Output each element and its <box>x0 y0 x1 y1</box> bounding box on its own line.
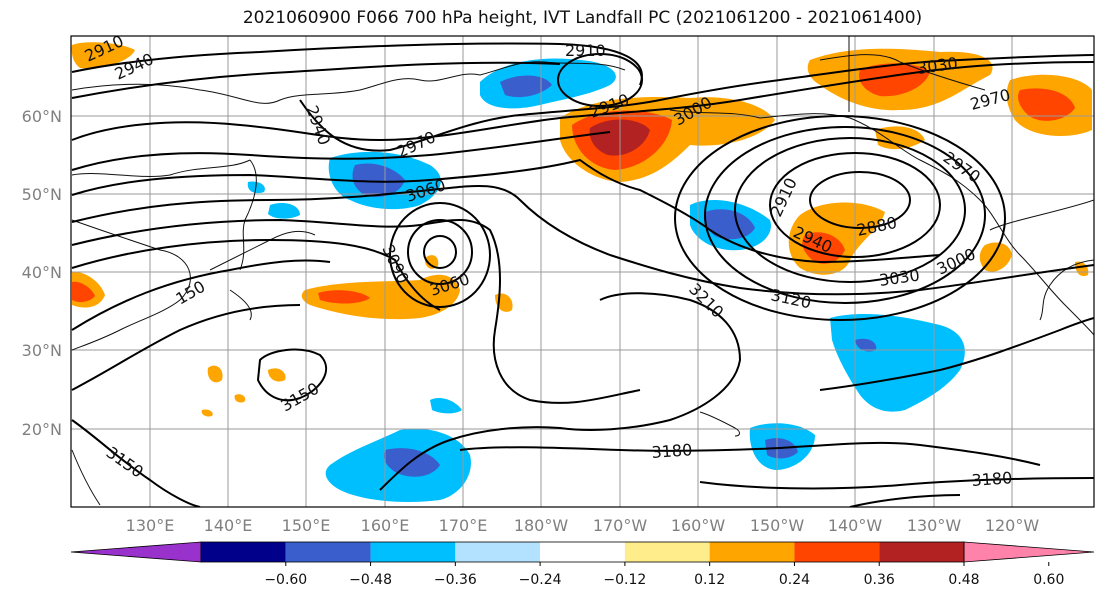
coastlines <box>71 36 1094 506</box>
colorbar-segment <box>285 542 371 562</box>
lon-label: 140°E <box>204 516 253 535</box>
lon-label: 170°W <box>593 516 648 535</box>
lon-label: 170°E <box>439 516 488 535</box>
colorbar-segment <box>709 542 795 562</box>
colorbar-tick-label: −0.24 <box>519 572 562 588</box>
colorbar-segment <box>201 542 286 562</box>
lon-label: 150°W <box>750 516 805 535</box>
map-title: 2021060900 F066 700 hPa height, IVT Land… <box>242 8 923 28</box>
longitude-labels: 130°E 140°E 150°E 160°E 170°E 180°W 170°… <box>126 516 1040 535</box>
colorbar-tick-label: −0.12 <box>603 572 646 588</box>
contour-label: 2910 <box>565 41 606 60</box>
colorbar-tick-label: −0.60 <box>264 572 307 588</box>
colorbar-tick-label: 0.60 <box>1033 572 1064 588</box>
colorbar-tick-label: 0.24 <box>779 572 810 588</box>
map-frame <box>70 35 1095 508</box>
lon-label: 160°E <box>361 516 410 535</box>
lat-label: 50°N <box>22 185 62 204</box>
colorbar-tick-label: 0.48 <box>948 572 979 588</box>
lon-label: 150°E <box>282 516 331 535</box>
height-contours <box>71 42 1094 507</box>
colorbar-segment <box>624 542 710 562</box>
colorbar-segment <box>879 542 964 562</box>
colorbar-segment <box>540 542 625 562</box>
lon-label: 130°W <box>907 516 962 535</box>
colorbar-segment <box>370 542 456 562</box>
colorbar-tick-label: 0.36 <box>864 572 895 588</box>
lon-label: 130°E <box>126 516 175 535</box>
lat-label: 20°N <box>22 420 62 439</box>
contour-label: 3180 <box>651 440 693 462</box>
lon-label: 160°W <box>671 516 726 535</box>
colorbar-extend-min <box>70 541 202 563</box>
colorbar: −0.60 −0.48 −0.36 −0.24 −0.12 0.12 0.24 0.36 0.4… <box>70 541 1095 588</box>
lon-label: 120°W <box>985 516 1040 535</box>
colorbar-tick-label: 0.12 <box>694 572 725 588</box>
colorbar-frame <box>200 541 965 563</box>
colorbar-segment <box>455 542 541 562</box>
lat-label: 30°N <box>22 341 62 360</box>
lat-label: 40°N <box>22 263 62 282</box>
colorbar-extend-max <box>963 541 1095 563</box>
ivt-positive-shading <box>71 42 1092 417</box>
lon-label: 140°W <box>828 516 883 535</box>
lat-label: 60°N <box>22 107 62 126</box>
lon-label: 180°W <box>514 516 569 535</box>
graticule <box>71 36 1094 507</box>
latitude-labels: 60°N 50°N 40°N 30°N 20°N <box>22 107 62 439</box>
colorbar-segment <box>794 542 880 562</box>
colorbar-tick-label: −0.48 <box>349 572 392 588</box>
colorbar-tick-label: −0.36 <box>434 572 477 588</box>
contour-label: 3180 <box>971 468 1013 490</box>
